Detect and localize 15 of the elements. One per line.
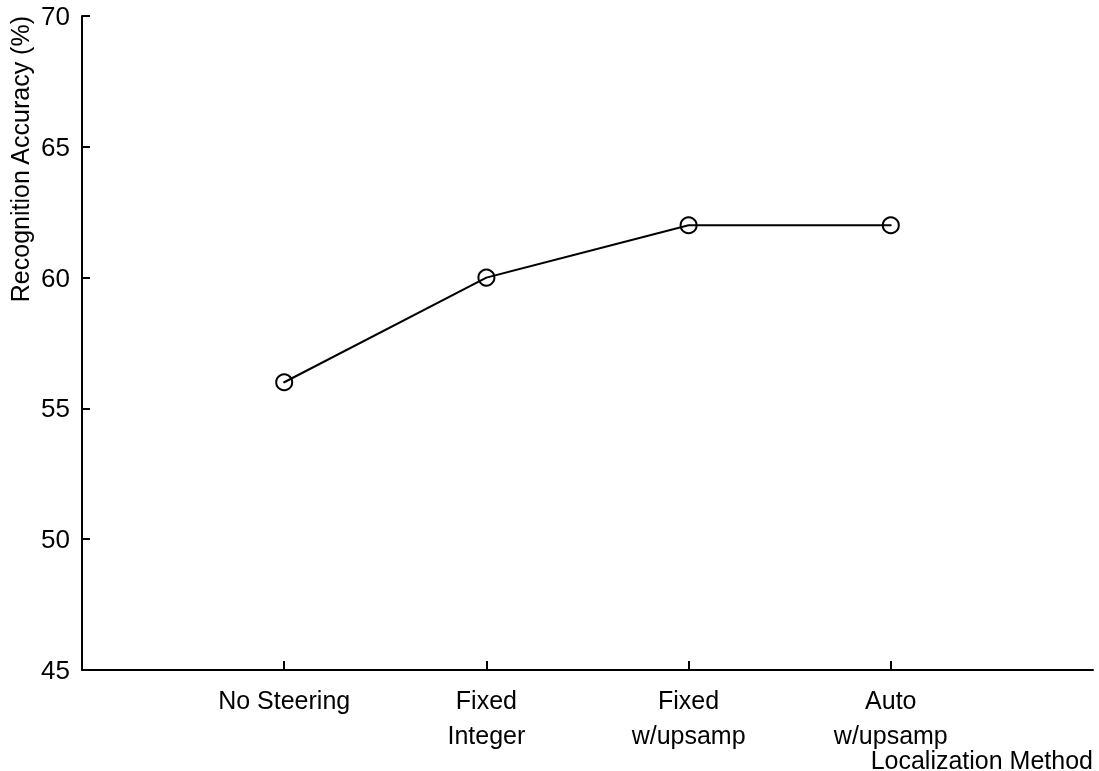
y-tick-label: 70	[41, 1, 70, 31]
y-tick-label: 50	[41, 524, 70, 555]
point	[881, 216, 900, 235]
point	[477, 268, 496, 287]
x-tick-label: No Steering	[218, 685, 351, 714]
x-tick-label: Auto w/upsamp	[832, 685, 948, 749]
point	[679, 216, 698, 235]
x-tick-label: Fixed Integer	[447, 685, 526, 749]
y-axis-title: Recognition Accuracy (%)	[6, 16, 34, 303]
x-tick-label: Fixed w/upsamp	[630, 685, 746, 749]
y-tick-label: 65	[41, 131, 70, 162]
y-tick-label: 55	[41, 393, 70, 424]
y-tick-label: 60	[41, 262, 70, 293]
point	[275, 373, 294, 392]
y-tick-label: 45	[41, 655, 70, 685]
